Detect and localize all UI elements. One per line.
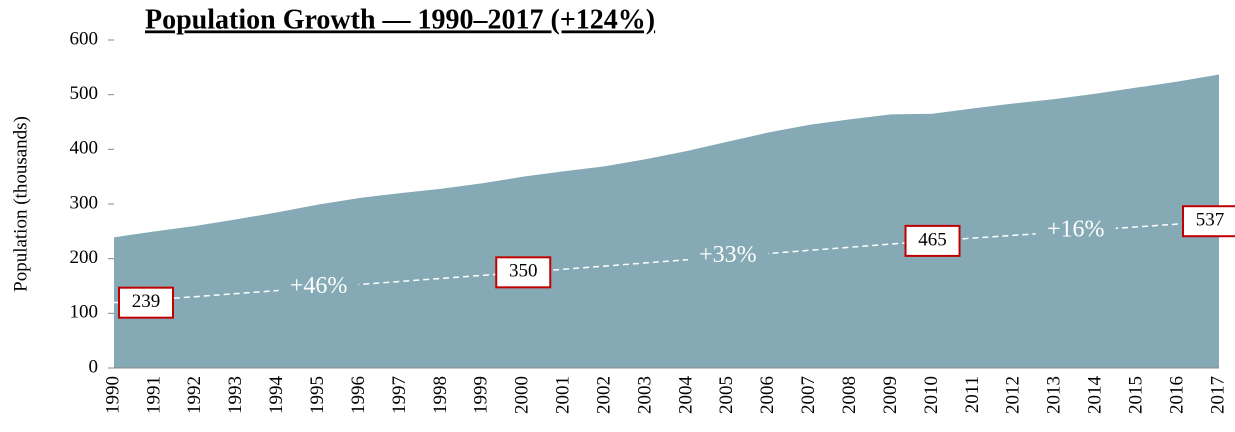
x-tick-label: 1998	[430, 376, 451, 414]
x-tick-label: 2008	[839, 376, 860, 414]
value-label: 465	[918, 229, 947, 250]
x-tick-label: 1999	[471, 376, 492, 414]
annotation-bg	[278, 273, 359, 302]
chart-title: Population Growth — 1990–2017 (+124%)	[145, 4, 655, 35]
annotation: +33%	[699, 242, 757, 268]
x-tick-label: 1997	[389, 376, 410, 414]
x-tick-label: 2003	[634, 376, 655, 414]
x-tick-label: 1994	[266, 376, 287, 415]
x-tick-label: 2000	[512, 376, 533, 414]
y-axis-label: Population (thousands)	[10, 116, 31, 292]
x-tick-label: 2017	[1207, 376, 1228, 414]
y-tick-label: 600	[70, 28, 99, 49]
x-tick-label: 2005	[716, 376, 737, 414]
x-tick-label: 1991	[143, 376, 164, 414]
value-label: 350	[509, 261, 538, 282]
x-tick-label: 2001	[553, 376, 574, 414]
value-label: 239	[132, 291, 161, 312]
x-tick-label: 1990	[102, 376, 123, 414]
value-label-box	[1182, 205, 1235, 238]
annotation: +16%	[1047, 217, 1105, 243]
x-tick-label: 1992	[184, 376, 205, 414]
x-tick-label: 2002	[593, 376, 614, 414]
x-tick-label: 1993	[225, 376, 246, 414]
x-tick-label: 2014	[1085, 376, 1106, 415]
value-label: 537	[1196, 210, 1225, 231]
x-tick-label: 2013	[1044, 376, 1065, 414]
x-tick-label: 1996	[348, 376, 369, 414]
annotation: +46%	[290, 273, 348, 299]
y-tick-label: 400	[70, 138, 99, 159]
x-tick-label: 2010	[921, 376, 942, 414]
x-tick-label: 2009	[880, 376, 901, 414]
annotation-bg	[687, 242, 768, 271]
x-tick-label: 1995	[307, 376, 328, 414]
value-label-box	[495, 256, 552, 289]
area	[114, 74, 1219, 368]
x-tick-label: 2012	[1003, 376, 1024, 414]
x-tick-label: 2016	[1166, 376, 1187, 414]
y-tick-label: 300	[70, 192, 99, 213]
value-label-box	[904, 224, 961, 257]
x-tick-label: 2004	[675, 376, 696, 415]
annotation-bg	[1035, 217, 1116, 246]
x-tick-label: 2006	[757, 376, 778, 414]
x-tick-label: 2011	[962, 376, 983, 413]
x-tick-label: 2007	[798, 376, 819, 414]
x-tick-label: 2015	[1126, 376, 1147, 414]
y-tick-label: 200	[70, 247, 99, 268]
y-tick-label: 100	[70, 302, 99, 323]
y-tick-label: 500	[70, 83, 99, 104]
y-tick-label: 0	[89, 356, 99, 377]
value-label-box	[118, 286, 174, 319]
